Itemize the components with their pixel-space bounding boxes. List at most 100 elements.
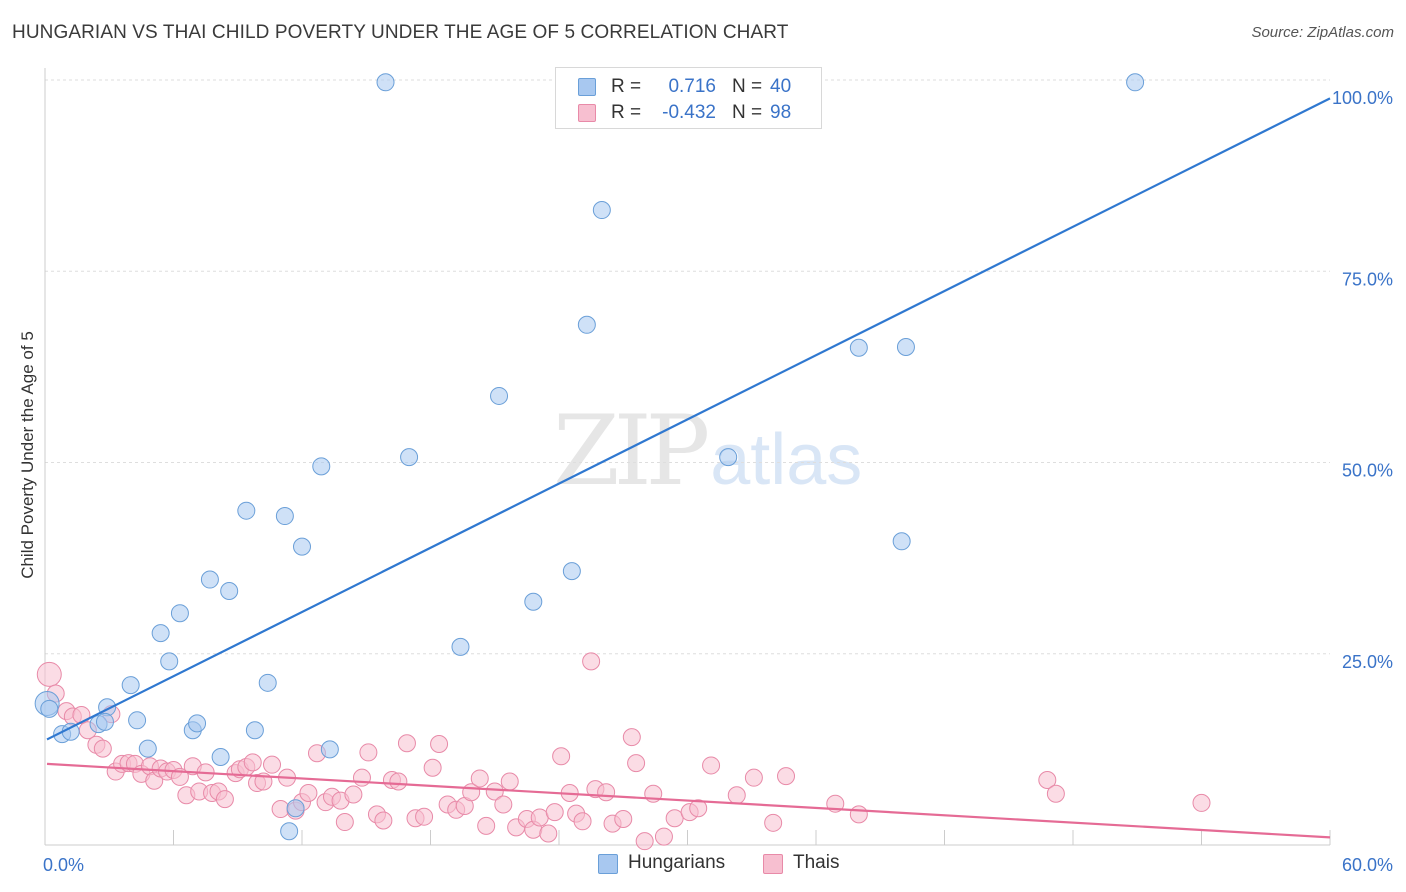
- thai-point[interactable]: [359, 743, 378, 762]
- thai-point[interactable]: [389, 772, 408, 791]
- thai-point[interactable]: [539, 824, 558, 843]
- hungarian-points: [34, 73, 1145, 841]
- axes: [44, 68, 1331, 846]
- hungarian-point[interactable]: [592, 201, 611, 220]
- hungarian-point[interactable]: [275, 507, 294, 526]
- thai-point[interactable]: [530, 808, 549, 827]
- hungarian-point[interactable]: [562, 562, 581, 581]
- thai-point[interactable]: [777, 767, 796, 786]
- thai-point[interactable]: [215, 790, 234, 809]
- thai-point[interactable]: [243, 753, 262, 772]
- hungarian-point[interactable]: [490, 386, 509, 405]
- thai-point[interactable]: [1192, 793, 1211, 812]
- trend-lines: [46, 97, 1331, 839]
- thai-point[interactable]: [335, 813, 354, 832]
- hungarian-point[interactable]: [524, 592, 543, 611]
- legend-n-value: 98: [770, 102, 792, 123]
- y-tick-label: 25.0%: [1342, 652, 1393, 672]
- hungarian-point[interactable]: [312, 457, 331, 476]
- legend-swatch-thais: [578, 104, 596, 122]
- thai-point[interactable]: [430, 735, 449, 754]
- legend-row-thais: R = -0.432 N = 98: [556, 101, 821, 127]
- hungarian-point[interactable]: [376, 73, 395, 92]
- thai-point[interactable]: [597, 783, 616, 802]
- hungarian-point[interactable]: [451, 637, 470, 656]
- thai-point[interactable]: [500, 772, 519, 791]
- series-label-hungarians: Hungarians: [628, 852, 726, 873]
- thai-point[interactable]: [727, 786, 746, 805]
- hungarian-point[interactable]: [160, 652, 179, 671]
- legend-n-label: N =: [732, 102, 763, 123]
- legend-r-label: R =: [611, 102, 642, 123]
- hungarian-point[interactable]: [719, 448, 738, 467]
- thai-point[interactable]: [72, 705, 91, 724]
- thai-point[interactable]: [477, 816, 496, 835]
- thai-point[interactable]: [485, 782, 504, 801]
- hungarian-point[interactable]: [245, 721, 264, 740]
- hungarian-point[interactable]: [237, 501, 256, 520]
- legend-r-label: R =: [611, 76, 642, 97]
- thai-point[interactable]: [299, 783, 318, 802]
- thai-point[interactable]: [654, 827, 673, 846]
- hungarian-point[interactable]: [1126, 73, 1145, 92]
- hungarian-point[interactable]: [293, 537, 311, 556]
- series-legend: Hungarians Thais: [0, 852, 1406, 878]
- legend-r-value: -0.432: [662, 102, 716, 123]
- thai-point[interactable]: [263, 755, 282, 774]
- thai-point[interactable]: [1046, 784, 1065, 803]
- thai-point[interactable]: [352, 768, 371, 787]
- thai-point[interactable]: [93, 739, 112, 758]
- grid-lines: [45, 79, 1330, 655]
- thai-point[interactable]: [635, 832, 654, 851]
- hungarian-point[interactable]: [200, 570, 219, 589]
- hungarian-point[interactable]: [577, 315, 596, 334]
- thai-point[interactable]: [397, 734, 416, 753]
- thai-point[interactable]: [622, 728, 641, 747]
- thai-point[interactable]: [545, 803, 564, 822]
- thai-point[interactable]: [552, 747, 571, 766]
- hungarian-point[interactable]: [286, 799, 305, 818]
- thai-point[interactable]: [614, 809, 633, 828]
- hungarian-point[interactable]: [892, 532, 911, 551]
- thai-point[interactable]: [470, 769, 489, 788]
- thai-trend-line: [46, 762, 1331, 839]
- thai-point[interactable]: [344, 785, 363, 804]
- thai-point[interactable]: [689, 799, 708, 818]
- hungarian-point[interactable]: [400, 448, 419, 467]
- chart-title: HUNGARIAN VS THAI CHILD POVERTY UNDER TH…: [12, 22, 789, 43]
- thai-point[interactable]: [271, 800, 290, 819]
- hungarian-point[interactable]: [280, 822, 299, 841]
- thai-point[interactable]: [494, 795, 513, 814]
- thai-point[interactable]: [36, 661, 62, 687]
- y-tick-label: 50.0%: [1342, 461, 1393, 481]
- thai-point[interactable]: [573, 812, 592, 831]
- hungarian-point[interactable]: [138, 739, 157, 758]
- thai-point[interactable]: [1038, 770, 1057, 789]
- hungarian-point[interactable]: [95, 712, 114, 731]
- thai-point[interactable]: [764, 813, 783, 832]
- thai-point[interactable]: [627, 754, 646, 773]
- thai-point[interactable]: [702, 756, 721, 775]
- hungarian-point[interactable]: [258, 673, 277, 692]
- thai-point[interactable]: [423, 758, 442, 777]
- hungarian-point[interactable]: [849, 338, 868, 357]
- hungarian-point[interactable]: [40, 699, 59, 718]
- hungarian-point[interactable]: [211, 748, 230, 767]
- thai-point[interactable]: [665, 809, 684, 828]
- hungarian-point[interactable]: [170, 604, 189, 623]
- hungarian-point[interactable]: [121, 676, 140, 695]
- hungarian-point[interactable]: [220, 582, 239, 601]
- hungarian-point[interactable]: [896, 337, 915, 356]
- thai-point[interactable]: [582, 652, 601, 671]
- legend-r-value: 0.716: [668, 76, 716, 97]
- thai-point[interactable]: [849, 805, 868, 824]
- legend-swatch-hungarians: [578, 78, 596, 96]
- thai-point[interactable]: [415, 807, 434, 826]
- thai-point[interactable]: [744, 768, 763, 787]
- hungarian-point[interactable]: [128, 711, 147, 730]
- hungarian-point[interactable]: [151, 624, 170, 643]
- thai-point[interactable]: [374, 811, 393, 830]
- hungarian-point[interactable]: [320, 740, 339, 759]
- hungarian-point[interactable]: [188, 714, 207, 733]
- hungarian-trend-line: [46, 97, 1331, 741]
